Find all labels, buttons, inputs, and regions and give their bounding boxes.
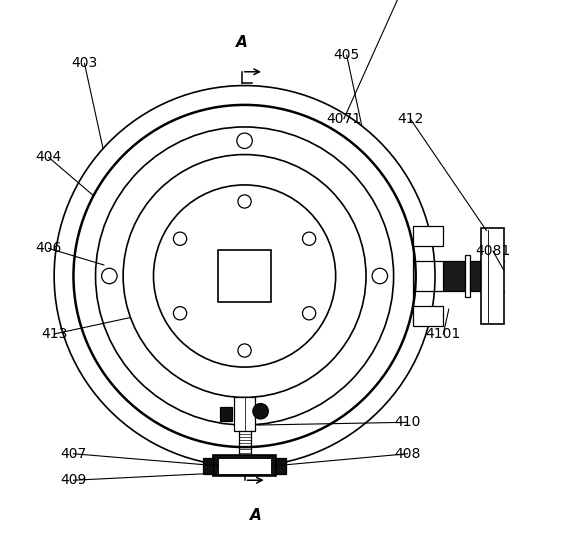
Circle shape: [54, 86, 435, 466]
Circle shape: [173, 232, 187, 245]
Bar: [470, 261, 483, 291]
Text: 408: 408: [394, 447, 420, 461]
Bar: [218, 250, 271, 302]
Text: 4071: 4071: [326, 112, 361, 126]
Bar: [465, 255, 470, 297]
Text: A: A: [236, 35, 248, 50]
Text: 410: 410: [394, 415, 420, 429]
Text: 405: 405: [333, 48, 360, 62]
Text: A: A: [250, 508, 262, 523]
Bar: [220, 407, 233, 421]
Circle shape: [372, 268, 388, 284]
Bar: [234, 397, 255, 431]
Circle shape: [253, 404, 268, 419]
Text: 403: 403: [71, 56, 97, 71]
Circle shape: [238, 344, 251, 357]
Text: 404: 404: [36, 150, 62, 164]
Bar: [276, 458, 286, 474]
Bar: [203, 458, 213, 474]
Bar: [213, 455, 276, 476]
Circle shape: [153, 185, 336, 367]
Text: 4101: 4101: [426, 327, 461, 341]
Circle shape: [123, 155, 366, 397]
Bar: [481, 228, 504, 325]
Circle shape: [303, 232, 316, 245]
Circle shape: [101, 268, 117, 284]
Circle shape: [73, 105, 416, 447]
Bar: [443, 261, 465, 291]
Text: 4081: 4081: [475, 244, 511, 258]
Text: 409: 409: [60, 473, 87, 487]
Bar: [219, 458, 271, 474]
Circle shape: [303, 307, 316, 320]
Text: 413: 413: [41, 327, 67, 341]
Bar: [413, 226, 443, 246]
Text: 412: 412: [397, 112, 423, 126]
Circle shape: [238, 195, 251, 208]
Circle shape: [237, 133, 252, 148]
Text: 407: 407: [60, 447, 87, 461]
Bar: [413, 306, 443, 326]
Circle shape: [96, 127, 394, 425]
Text: 406: 406: [36, 241, 62, 256]
Circle shape: [173, 306, 187, 320]
